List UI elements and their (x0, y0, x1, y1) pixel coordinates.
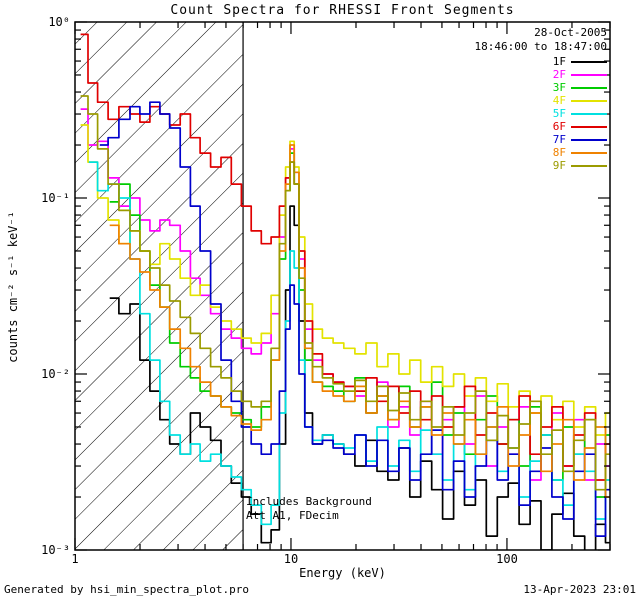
y-axis-label: counts cm⁻² s⁻¹ keV⁻¹ (6, 211, 20, 363)
x-tick-label: 100 (496, 552, 518, 566)
legend-label: 8F (552, 146, 566, 159)
observation-date: 28-Oct-2005 (534, 26, 607, 39)
legend-label: 2F (552, 68, 566, 81)
generated-timestamp: 13-Apr-2023 23:01 (523, 583, 636, 596)
background-annotation: Includes Background (246, 495, 372, 508)
x-tick-label: 10 (283, 552, 299, 566)
legend-label: 3F (552, 81, 566, 94)
legend-item: 2F (553, 68, 607, 81)
legend-label: 9F (552, 159, 566, 172)
attenuator-annotation: Att A1, FDecim (246, 509, 339, 522)
legend-line-swatch (571, 164, 607, 167)
x-axis-label: Energy (keV) (299, 566, 386, 580)
y-tick-label: 10⁻² (41, 367, 70, 381)
generator-note: Generated by hsi_min_spectra_plot.pro (4, 583, 250, 596)
legend-label: 7F (552, 133, 566, 146)
legend-line-swatch (571, 151, 607, 154)
y-tick-label: 10⁰ (48, 15, 70, 29)
legend-line-swatch (571, 99, 607, 102)
legend-label: 1F (552, 55, 566, 68)
legend-item: 6F (553, 120, 607, 133)
legend-item: 4F (553, 94, 607, 107)
observation-time-range: 18:46:00 to 18:47:00 (474, 40, 607, 53)
x-tick-label: 1 (71, 552, 79, 566)
legend-item: 9F (553, 159, 607, 172)
legend-line-swatch (571, 125, 607, 128)
legend-line-swatch (571, 60, 607, 63)
legend-line-swatch (571, 86, 607, 89)
y-tick-label: 10⁻³ (41, 543, 70, 557)
legend-line-swatch (571, 112, 607, 115)
legend-line-swatch (571, 73, 607, 76)
legend-label: 4F (552, 94, 566, 107)
legend-item: 7F (553, 133, 607, 146)
legend-label: 6F (552, 120, 566, 133)
legend: 1F 2F 3F 4F 5F 6F 7F 8F 9F (553, 55, 607, 172)
legend-item: 3F (553, 81, 607, 94)
legend-item: 1F (553, 55, 607, 68)
plot-title: Count Spectra for RHESSI Front Segments (170, 3, 515, 18)
legend-line-swatch (571, 138, 607, 141)
y-tick-label: 10⁻¹ (41, 191, 70, 205)
legend-label: 5F (552, 107, 566, 120)
legend-item: 5F (553, 107, 607, 120)
legend-item: 8F (553, 146, 607, 159)
